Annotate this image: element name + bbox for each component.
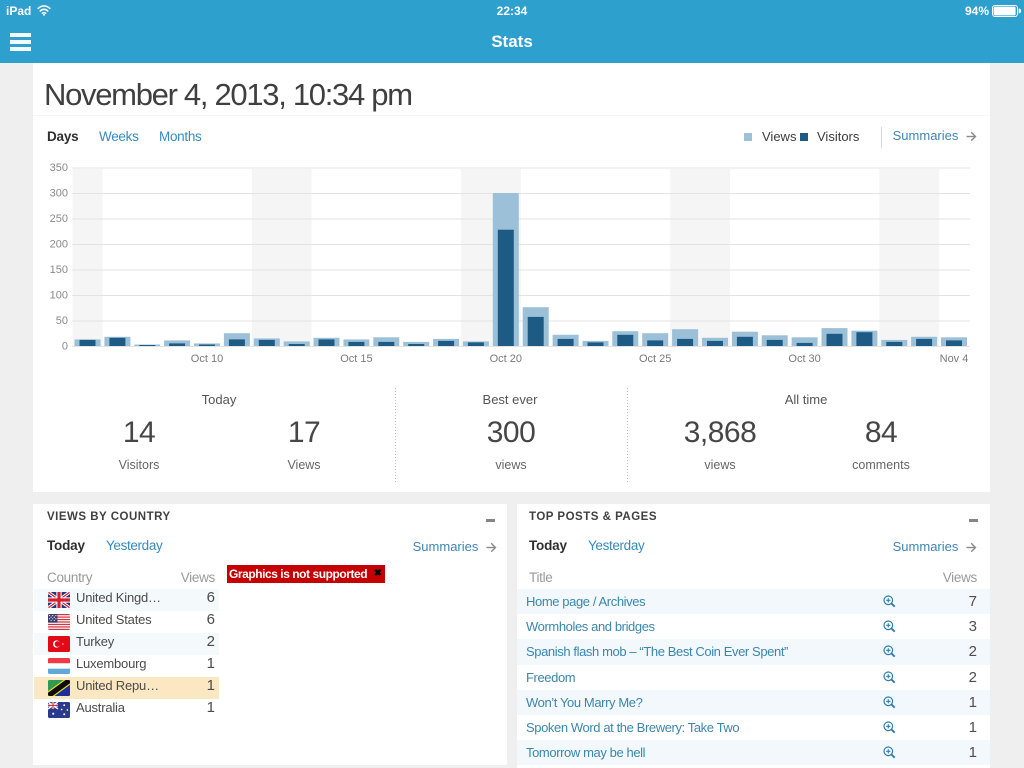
svg-text:Nov 4: Nov 4 xyxy=(940,353,969,365)
svg-text:Oct 30: Oct 30 xyxy=(788,353,820,365)
svg-text:250: 250 xyxy=(50,213,68,225)
svg-text:Oct 10: Oct 10 xyxy=(191,353,223,365)
svg-text:Oct 25: Oct 25 xyxy=(639,353,671,365)
svg-text:300: 300 xyxy=(50,188,68,200)
svg-text:150: 150 xyxy=(50,264,68,276)
svg-text:50: 50 xyxy=(56,315,68,327)
svg-text:Oct 20: Oct 20 xyxy=(490,353,522,365)
svg-text:350: 350 xyxy=(50,162,68,174)
svg-text:0: 0 xyxy=(62,341,68,353)
svg-text:Oct 15: Oct 15 xyxy=(340,353,372,365)
svg-text:100: 100 xyxy=(50,290,68,302)
svg-text:200: 200 xyxy=(50,239,68,251)
